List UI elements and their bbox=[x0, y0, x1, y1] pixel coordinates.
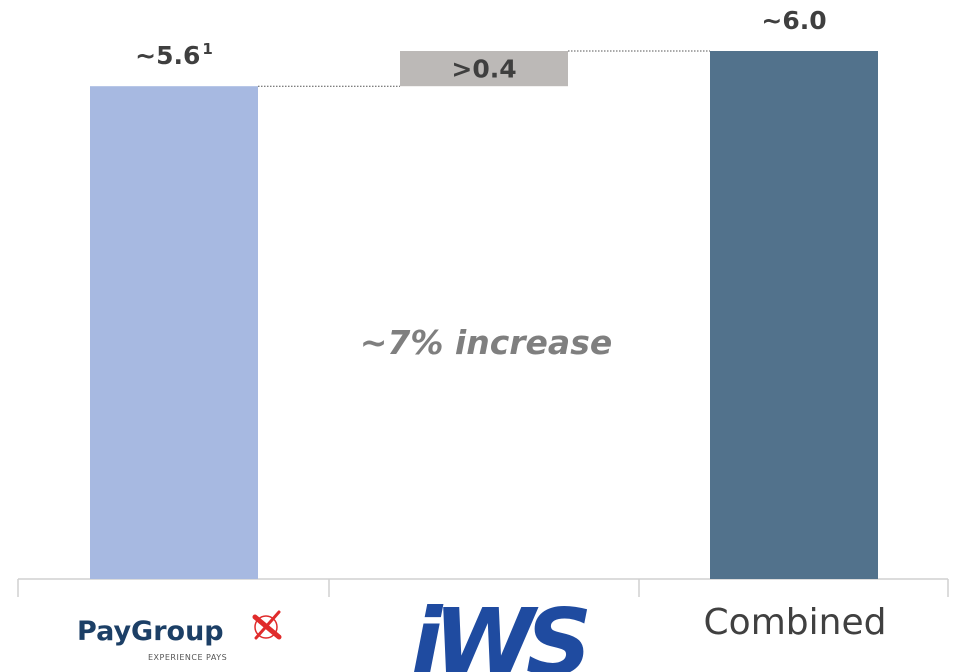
paygroup-logo-wordmark: PayGroup bbox=[77, 616, 224, 647]
paygroup-logo: PayGroup EXPERIENCE PAYS bbox=[77, 610, 282, 662]
paygroup-logo-tagline: EXPERIENCE PAYS bbox=[148, 653, 227, 662]
bar-iws-increment bbox=[400, 51, 568, 87]
category-label-combined: Combined bbox=[704, 602, 887, 643]
data-label-paygroup-value: ~5.6 bbox=[135, 41, 200, 70]
increase-annotation: ~7% increase bbox=[360, 323, 612, 362]
iws-logo-wordmark: iWS bbox=[411, 589, 588, 672]
data-label-paygroup-footnote: 1 bbox=[202, 40, 212, 58]
bar-combined bbox=[710, 51, 878, 579]
paygroup-x-icon bbox=[252, 610, 282, 640]
bar-paygroup bbox=[90, 86, 258, 579]
data-label-paygroup: ~5.6 1 bbox=[135, 40, 213, 70]
iws-logo: iWS bbox=[411, 589, 597, 672]
data-label-combined: ~6.0 bbox=[761, 6, 826, 35]
data-label-iws: >0.4 bbox=[451, 55, 516, 84]
